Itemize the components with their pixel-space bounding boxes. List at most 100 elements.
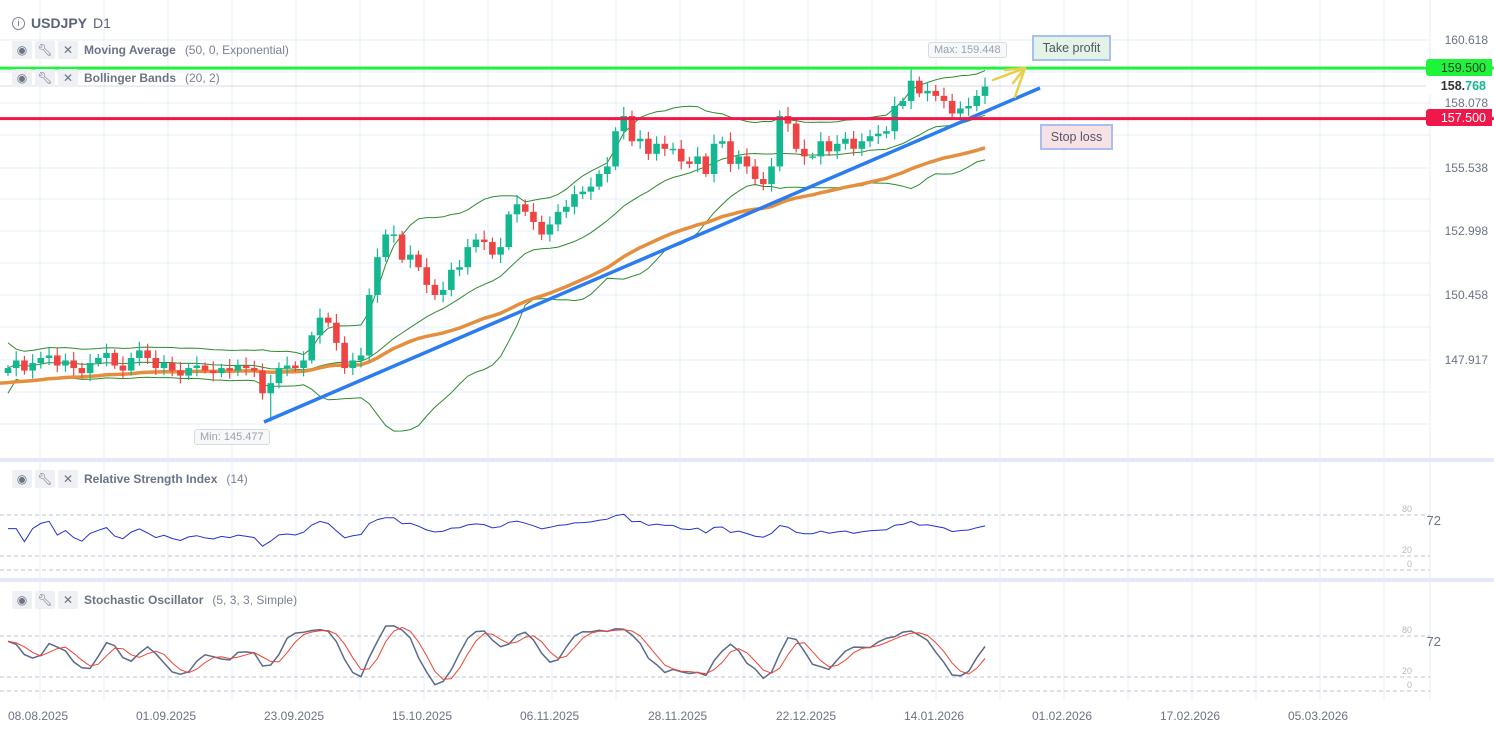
stoch-level-20: 20 [1401,666,1412,676]
rsi-level-0: 0 [1406,559,1412,569]
close-icon[interactable]: ✕ [58,591,78,609]
candle-body [185,368,192,376]
close-icon[interactable]: ✕ [58,41,78,59]
stop-loss-label[interactable]: Stop loss [1040,124,1113,150]
date-label: 08.08.2025 [8,709,69,723]
candle-body [743,156,751,167]
candle-body [645,138,652,154]
candle-body [308,335,316,361]
rsi-line [8,513,986,547]
candle-body [439,289,447,295]
candle-body [604,166,611,175]
panel-divider [0,458,1494,462]
wrench-icon[interactable]: 🔧︎ [35,69,55,87]
candle-body [218,368,225,374]
date-label: 23.09.2025 [264,709,325,723]
candle-body [899,100,907,106]
candle-body [653,143,660,154]
candle-body [152,357,160,369]
candle-body [70,360,77,369]
date-label: 06.11.2025 [520,709,580,723]
indicator-params: (20, 2) [185,71,220,85]
stop-loss-price-tag: 157.500 [1426,109,1492,126]
candle-body [727,141,734,164]
candle-body [127,357,135,371]
take-profit-label[interactable]: Take profit [1032,35,1111,61]
take-profit-price-tag: 159.500 [1426,59,1492,76]
candle-body [874,133,882,137]
price-tick: 152.998 [1444,224,1488,238]
candle-body [300,360,307,369]
candle-body [456,267,463,270]
wrench-icon[interactable]: 🔧︎ [35,591,55,609]
candle-body [341,342,348,369]
candle-body [119,365,127,371]
candle-body [390,234,398,236]
candle-body [924,90,931,94]
candle-body [792,123,800,149]
date-label: 22.12.2025 [776,709,837,723]
candle-body [628,116,636,142]
candle-body [29,363,36,371]
candle-body [530,211,537,222]
candle-body [374,257,381,295]
candle-body [234,365,242,371]
indicator-name: Bollinger Bands [84,71,177,85]
legend-rsi: ◉ 🔧︎ ✕ Relative Strength Index (14) [12,470,248,488]
candle-body [251,368,258,371]
wrench-icon[interactable]: 🔧︎ [35,41,55,59]
candle-body [201,365,209,371]
candle-body [406,254,414,260]
current-price-accent: 768 [1465,78,1486,93]
candle-body [842,138,849,144]
candle-body [883,131,890,134]
candle-body [768,166,775,185]
candle-body [669,148,677,151]
price-tick: 160.618 [1444,33,1488,47]
rsi-level-80: 80 [1401,504,1412,514]
candle-body [513,204,521,215]
candle-body [579,191,586,195]
candle-body [472,239,480,248]
legend-bollinger-bands: ◉ 🔧︎ ✕ Bollinger Bands (20, 2) [12,69,220,87]
rsi-value: 72 [1426,513,1441,528]
candle-body [324,317,332,323]
wrench-icon[interactable]: 🔧︎ [35,470,55,488]
eye-icon[interactable]: ◉ [12,41,32,59]
bollinger-middle-band [7,114,986,371]
close-icon[interactable]: ✕ [58,69,78,87]
candle-body [242,365,250,369]
candle-body [62,360,69,366]
candle-body [333,322,340,343]
indicator-name: Relative Strength Index [84,472,218,486]
candle-body [177,370,184,376]
candle-body [489,242,496,255]
info-icon[interactable]: i [12,16,25,30]
current-price-main: 158. [1440,78,1466,93]
indicator-name: Moving Average [84,43,176,57]
candle-body [464,247,472,268]
eye-icon[interactable]: ◉ [12,69,32,87]
candle-body [136,350,143,358]
candle-body [776,116,784,167]
legend-stochastic: ◉ 🔧︎ ✕ Stochastic Oscillator (5, 3, 3, S… [12,591,297,609]
candle-body [866,136,874,142]
candle-body [661,143,669,149]
candle-body [940,95,948,101]
candle-body [357,355,365,361]
date-label: 01.09.2025 [136,709,197,723]
timeframe[interactable]: D1 [93,15,111,31]
candle-body [932,90,940,96]
candle-body [595,174,603,187]
eye-icon[interactable]: ◉ [12,470,32,488]
candle-body [349,360,357,369]
candle-body [21,360,28,371]
close-icon[interactable]: ✕ [58,470,78,488]
min-marker: Min: 145.477 [194,429,270,445]
candle-body [431,284,439,295]
max-marker: Max: 159.448 [928,42,1007,58]
eye-icon[interactable]: ◉ [12,591,32,609]
candle-body [168,363,176,371]
candle-body [209,370,217,374]
